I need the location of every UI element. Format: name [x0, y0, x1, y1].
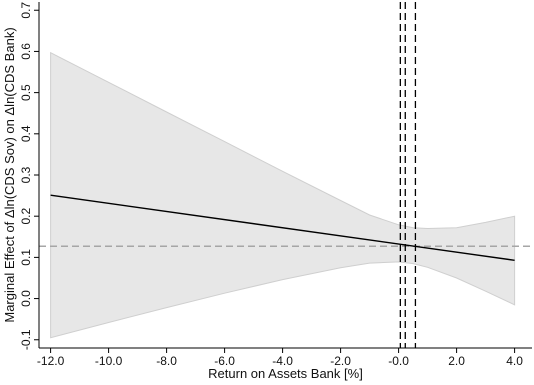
y-tick-label: 0.2: [19, 208, 33, 225]
x-tick-label: 2.0: [448, 354, 465, 368]
x-tick-label: -12.0: [37, 354, 65, 368]
y-tick-label: 0.5: [19, 84, 33, 101]
y-ticks: -0.1 0.0 0.1 0.2 0.3 0.4 0.5 0.6 0.7: [19, 2, 39, 350]
x-tick-label: -10.0: [95, 354, 123, 368]
x-ticks: -12.0 -10.0 -8.0 -6.0 -4.0 -2.0 -0.0 2.0 4.0: [37, 348, 523, 368]
y-tick-label: 0.3: [19, 166, 33, 183]
marginal-effect-line: [50, 194, 515, 261]
x-axis-label: Return on Assets Bank [%]: [208, 366, 363, 381]
x-tick-label: -6.0: [214, 354, 235, 368]
y-tick-label: -0.1: [19, 329, 33, 350]
x-tick-label: -2.0: [330, 354, 351, 368]
x-tick-label: -4.0: [272, 354, 293, 368]
confidence-band-layer: [50, 51, 516, 339]
y-tick-label: 0.7: [19, 2, 33, 19]
y-tick-label: 0.6: [19, 43, 33, 60]
x-tick-label: 4.0: [506, 354, 523, 368]
y-tick-label: 0.1: [19, 249, 33, 266]
x-tick-label: -0.0: [388, 354, 409, 368]
y-axis-label: Marginal Effect of Δln(CDS Sov) on Δln(C…: [2, 27, 17, 322]
x-tick-label: -8.0: [156, 354, 177, 368]
y-tick-label: 0.0: [19, 290, 33, 307]
marginal-effect-line-layer: [50, 194, 515, 261]
confidence-band: [50, 51, 516, 339]
y-tick-label: 0.4: [19, 125, 33, 142]
reference-lines-layer: [39, 2, 532, 348]
